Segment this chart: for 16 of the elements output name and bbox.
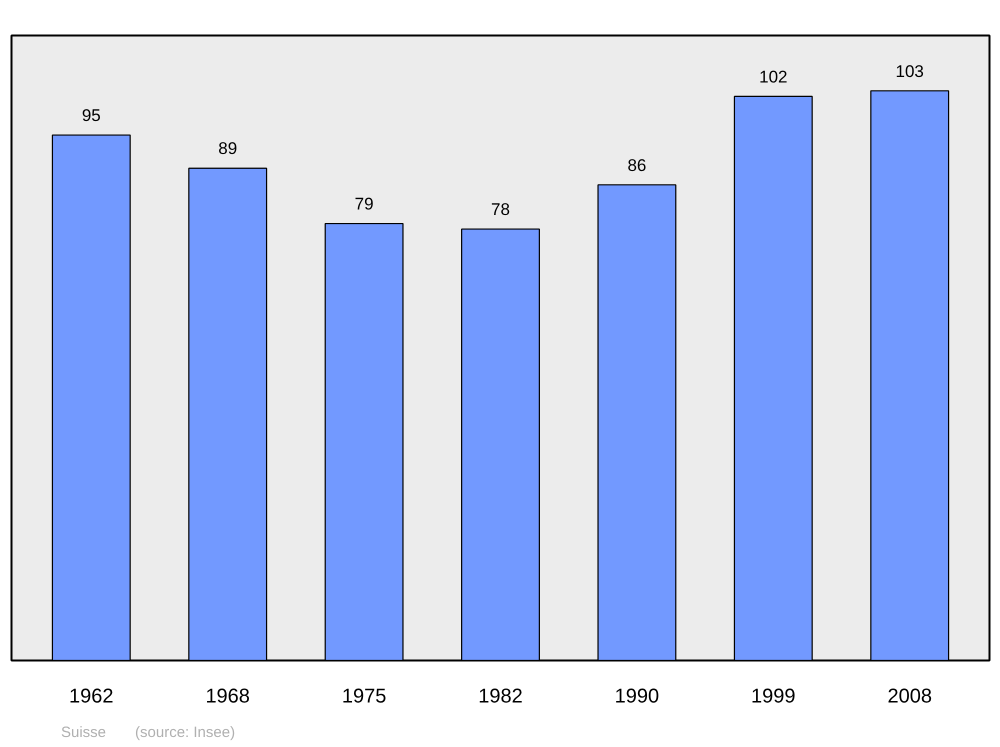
x-tick-label: 1975	[342, 686, 386, 708]
data-label: 89	[218, 139, 238, 158]
data-label: 86	[627, 156, 646, 175]
x-tick-label: 1968	[205, 686, 250, 708]
data-label: 95	[82, 106, 101, 126]
x-tick-label: 1990	[614, 686, 660, 708]
data-label: 78	[491, 200, 510, 220]
x-tick-label: 1982	[478, 686, 523, 708]
text: (source: Insee)	[135, 723, 236, 743]
text: Suisse	[61, 723, 106, 743]
data-label: 79	[354, 194, 374, 214]
x-tick-label: 2008	[887, 686, 932, 708]
x-tick-label: 1962	[69, 686, 114, 708]
x-tick-label: 1999	[751, 686, 796, 708]
data-label: 102	[759, 67, 788, 86]
data-label: 103	[896, 62, 924, 81]
